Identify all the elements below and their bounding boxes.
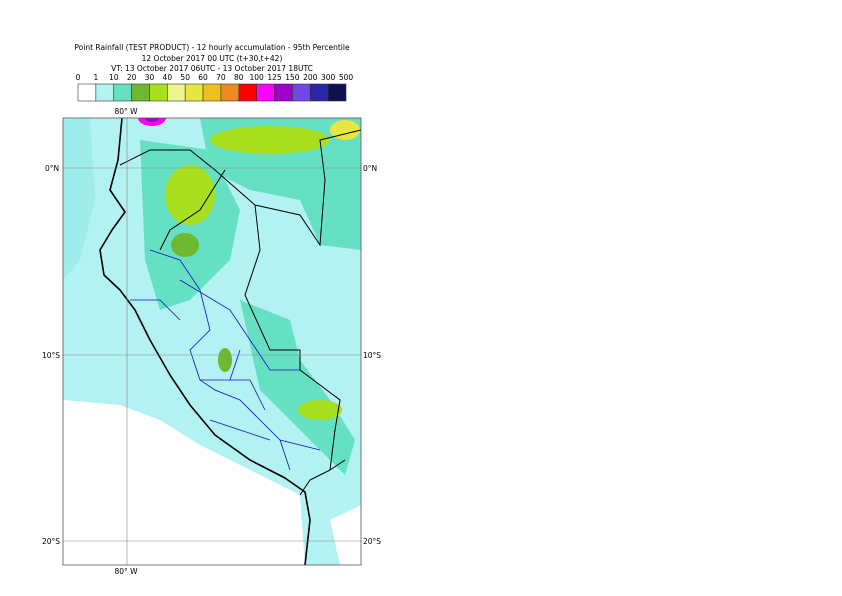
map-frame: [62, 117, 362, 566]
legend-swatch: [274, 83, 293, 102]
rain-field: [218, 348, 232, 372]
legend-label: 150: [285, 73, 300, 82]
rain-field: [63, 118, 95, 280]
lat-label: 20°S: [42, 537, 60, 546]
legend-swatch: [167, 83, 186, 102]
legend-swatch: [309, 83, 329, 102]
rain-field: [330, 120, 360, 140]
map: 80° W 80° W 0°N 10°S 20°S 0°N 10°S 20°S: [42, 107, 381, 576]
legend-label: 70: [216, 73, 226, 82]
legend-label: 20: [127, 73, 137, 82]
lat-label: 0°N: [45, 164, 59, 173]
subtitle: 12 October 2017 00 UTC (t+30,t+42): [142, 54, 283, 63]
valid-time: VT: 13 October 2017 06UTC - 13 October 2…: [111, 64, 313, 73]
legend-label: 500: [339, 73, 354, 82]
legend-label: 1: [93, 73, 98, 82]
dry-area: [63, 400, 305, 565]
rain-field: [240, 300, 355, 475]
dry-area: [330, 505, 361, 565]
legend-label: 30: [145, 73, 155, 82]
legend-label: 100: [250, 73, 265, 82]
lon-label: 80° W: [114, 107, 138, 116]
legend-swatch: [202, 83, 222, 102]
legend-label: 60: [198, 73, 208, 82]
legend-label: 40: [163, 73, 173, 82]
legend-swatch: [220, 83, 240, 102]
legend-swatch: [149, 83, 168, 102]
legend-label: 0: [76, 73, 81, 82]
legend-label: 10: [109, 73, 119, 82]
legend-label: 200: [303, 73, 318, 82]
legend-label: 300: [321, 73, 336, 82]
rain-field: [171, 233, 199, 257]
legend-swatch: [238, 83, 257, 102]
coastline: [99, 118, 311, 565]
province-border: [130, 249, 321, 471]
lat-label: 10°S: [363, 351, 381, 360]
legend-swatch: [292, 83, 311, 102]
legend-swatch: [131, 83, 150, 102]
lon-label: 80° W: [114, 567, 138, 576]
legend-swatch: [327, 83, 347, 102]
lat-label: 0°N: [363, 164, 377, 173]
title: Point Rainfall (TEST PRODUCT) - 12 hourl…: [74, 43, 350, 52]
rain-field: [165, 165, 215, 225]
rain-field: [210, 126, 330, 154]
legend-label: 50: [180, 73, 190, 82]
rain-field: [145, 118, 159, 122]
rain-field: [298, 400, 342, 420]
legend-swatch: [256, 83, 275, 102]
lat-label: 10°S: [42, 351, 60, 360]
legend-label: 125: [267, 73, 282, 82]
legend-label: 80: [234, 73, 244, 82]
legend-swatch: [184, 83, 204, 102]
lat-label: 20°S: [363, 537, 381, 546]
country-border: [119, 129, 361, 496]
legend-swatch: [95, 83, 115, 102]
legend: 0 1 10 20 30 40 50 60 70 80 100 125 150 200 300 500: [76, 73, 354, 102]
legend-swatch: [77, 83, 97, 102]
legend-swatch: [113, 83, 132, 102]
